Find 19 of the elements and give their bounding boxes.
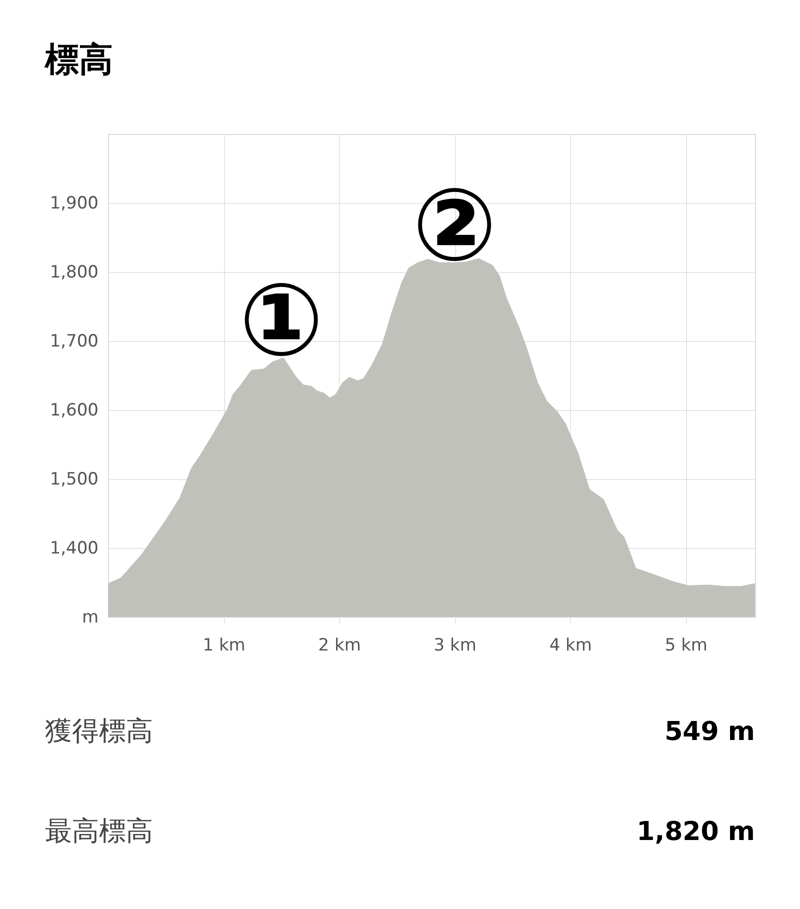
y-tick-label: 1,600 bbox=[50, 400, 98, 420]
text: 1,820 m bbox=[636, 817, 755, 847]
x-tick-label: 1 km bbox=[202, 636, 246, 656]
chart-title: 標高 bbox=[44, 40, 113, 80]
y-tick-label: 1,900 bbox=[50, 194, 98, 214]
y-tick-label: 1,800 bbox=[50, 262, 98, 282]
x-tick-label: 5 km bbox=[664, 636, 708, 656]
y-tick-label: 1,700 bbox=[50, 332, 98, 352]
annotation: ① bbox=[238, 262, 324, 379]
annotation: ② bbox=[412, 166, 497, 284]
x-tick-label: 4 km bbox=[549, 636, 592, 656]
y-tick-label: 1,400 bbox=[50, 538, 98, 558]
text: 最高標高 bbox=[45, 816, 153, 847]
x-tick-label: 2 km bbox=[318, 636, 361, 656]
text: 549 m bbox=[664, 717, 755, 747]
x-tick-label: 3 km bbox=[434, 636, 476, 656]
y-tick-label: 1,500 bbox=[50, 470, 98, 490]
y-tick-label: m bbox=[82, 608, 98, 628]
text: 獲得標高 bbox=[45, 716, 153, 747]
